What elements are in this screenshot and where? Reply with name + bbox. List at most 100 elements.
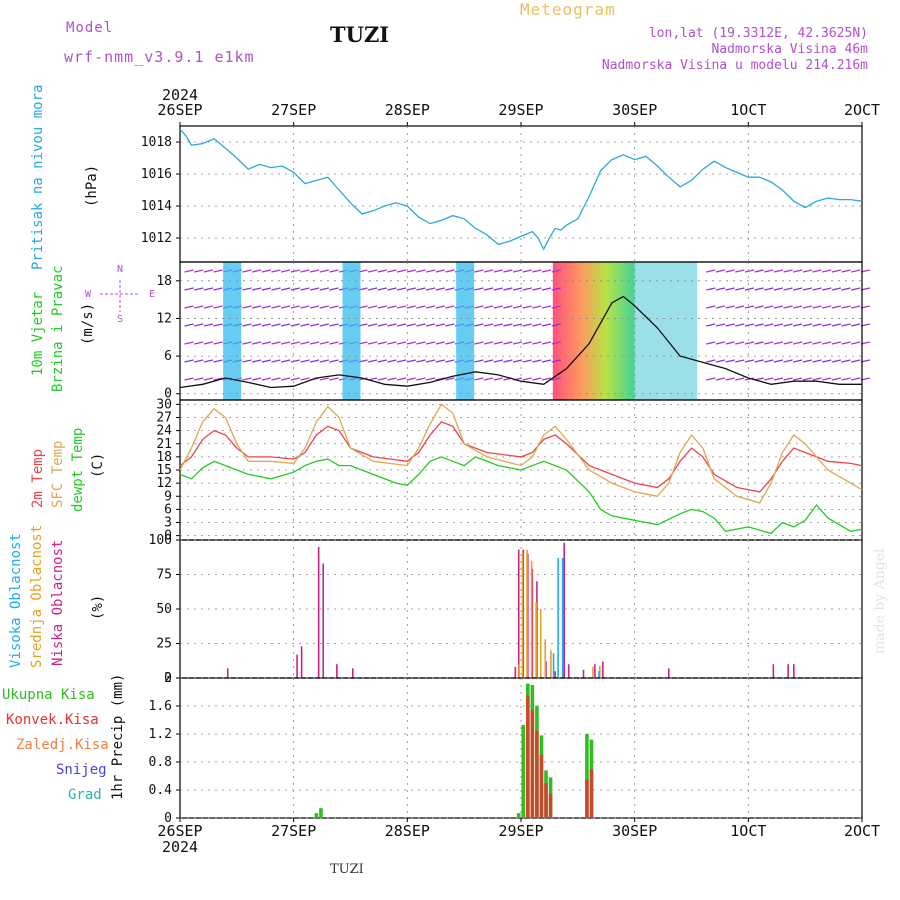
wind-arrow [184, 305, 194, 309]
wind-arrow [387, 323, 397, 327]
precip-bar [526, 695, 530, 818]
dewpt-temp-line [179, 456, 863, 535]
wind-arrow [367, 305, 378, 309]
wind-arrow [271, 341, 281, 345]
wind-arrow [406, 323, 416, 327]
sfc-temp-line [179, 403, 863, 504]
wind-arrow [435, 359, 445, 363]
wind-arrow [851, 287, 861, 291]
wind-arrow [406, 287, 416, 291]
wind-arrow [261, 269, 271, 273]
wind-arrow [425, 269, 436, 273]
cloud-ytick-label: 50 [156, 602, 172, 617]
pressure-unit-label: (hPa) [84, 164, 100, 207]
footer-station: TUZI [330, 862, 364, 877]
wind-arrow [793, 341, 803, 345]
wind-arrow [706, 377, 716, 381]
wind-arrow [802, 377, 813, 381]
wind-arrow [309, 287, 320, 291]
wind-arrow [377, 305, 387, 309]
wind-arrow [319, 377, 329, 381]
wind-arrow [551, 377, 561, 381]
wind-arrow [396, 287, 407, 291]
wind-arrow [483, 305, 494, 309]
wind-arrow [793, 287, 803, 291]
compass-w: W [85, 289, 92, 300]
wind-arrow [764, 341, 774, 345]
wind-arrow [242, 287, 252, 291]
wind-arrow [493, 287, 503, 291]
temp2m-axis-label: 2m Temp [30, 448, 46, 508]
wind-arrow [532, 359, 542, 363]
wind-arrow [706, 323, 716, 327]
wind-arrow [483, 341, 494, 345]
wind-arrow [851, 269, 861, 273]
wind-arrow [396, 341, 407, 345]
sfc-temp-axis-label: SFC Temp [50, 440, 66, 508]
wind-arrow [706, 305, 716, 309]
wind-arrow [841, 377, 851, 381]
wind-arrow [309, 323, 320, 327]
wind-arrow [184, 323, 194, 327]
wind-arrow [406, 269, 416, 273]
wind-arrow [261, 377, 271, 381]
wind-arrow [812, 269, 822, 273]
wind-arrow [735, 341, 745, 345]
x-tick-label-bottom: 30SEP [612, 822, 657, 840]
wind-arrow [416, 269, 426, 273]
compass-s: S [117, 314, 123, 325]
wind-arrow [715, 359, 726, 363]
pressure-ytick-label: 1014 [141, 199, 172, 214]
wind-arrow [309, 305, 320, 309]
wind-arrow [377, 323, 387, 327]
wind-arrow [764, 305, 774, 309]
wind-arrow [706, 341, 716, 345]
wind-arrow [503, 287, 513, 291]
station-title: TUZI [330, 22, 390, 47]
wind-arrow [406, 305, 416, 309]
wind-arrow [783, 305, 793, 309]
wind-arrow [329, 287, 339, 291]
wind-arrow [261, 323, 271, 327]
wind-arrow [512, 269, 523, 273]
wind-arrow [851, 377, 861, 381]
wind-arrow [503, 341, 513, 345]
temp-unit-label: (C) [90, 452, 106, 478]
model-name: wrf-nmm_v3.9.1 e1km [64, 48, 255, 66]
wind-arrow [290, 341, 300, 345]
temperature-ytick-label: 6 [164, 502, 172, 517]
wind-arrow [493, 377, 503, 381]
x-tick-label-top: 27SEP [271, 101, 316, 119]
wind-arrow [377, 287, 387, 291]
wind-arrow [203, 287, 214, 291]
wind-arrow [271, 305, 281, 309]
wind-arrow [387, 305, 397, 309]
wind-arrow [773, 305, 784, 309]
model-elevation-label: Nadmorska Visina u modelu 214.216m [601, 58, 868, 73]
wind-arrow [329, 359, 339, 363]
wind-arrow [831, 287, 842, 291]
wind-gust-band [223, 262, 242, 400]
wind-arrow [425, 305, 436, 309]
wind-arrow [252, 269, 262, 273]
wind-arrow [242, 305, 252, 309]
wind-arrow [754, 359, 764, 363]
wind-arrow [802, 287, 813, 291]
temperature-ytick-label: 9 [164, 489, 172, 504]
wind-arrow [793, 323, 803, 327]
wind-arrow [541, 269, 552, 273]
wind-arrow [493, 305, 503, 309]
legend-hail: Grad [68, 787, 102, 803]
precip-bar [314, 813, 319, 818]
wind-arrow [851, 359, 861, 363]
wind-arrow [783, 359, 793, 363]
precip-bar [548, 793, 553, 818]
wind-arrow [290, 323, 300, 327]
wind-arrow [290, 287, 300, 291]
wind-arrow [425, 323, 436, 327]
wind-arrow [396, 305, 407, 309]
wind-arrow [773, 287, 784, 291]
wind-arrow [512, 341, 523, 345]
wind-arrow [406, 341, 416, 345]
wind-arrow [435, 341, 445, 345]
